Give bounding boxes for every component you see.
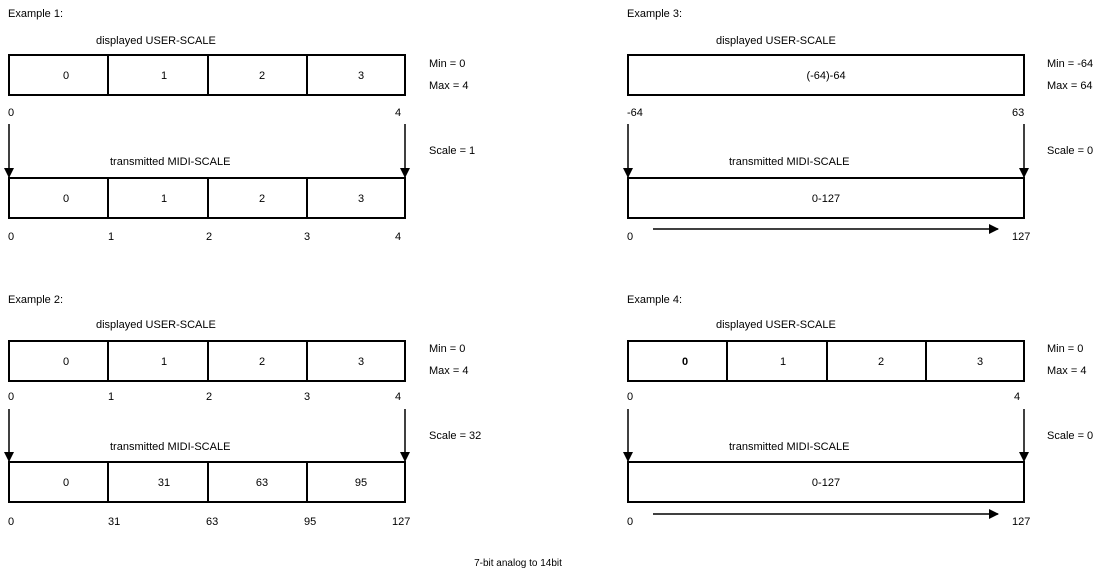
user-cell-label: 1: [779, 356, 787, 368]
cell-divider: [207, 342, 209, 380]
midi-cell-label: 31: [157, 477, 171, 489]
max-label: Max = 4: [429, 365, 469, 377]
midi-scale-box: 0 1 2 3: [8, 177, 406, 219]
footer-caption: 7-bit analog to 14bit: [474, 558, 562, 569]
scale-label: Scale = 32: [429, 430, 482, 442]
example-title: Example 2:: [8, 294, 64, 306]
user-tick-label: 1: [108, 391, 115, 403]
example-title: Example 1:: [8, 8, 64, 20]
example-title: Example 4:: [627, 294, 683, 306]
max-label: Max = 4: [429, 80, 469, 92]
user-scale-caption: displayed USER-SCALE: [716, 319, 836, 331]
user-cell-label: 3: [357, 70, 365, 82]
user-cell-label: 1: [160, 70, 168, 82]
user-scale-box: 0 1 2 3: [627, 340, 1025, 382]
midi-tick-label: 0: [8, 516, 15, 528]
midi-scale-caption: transmitted MIDI-SCALE: [110, 156, 231, 168]
min-label: Min = -64: [1047, 58, 1094, 70]
midi-range-label: 0-127: [811, 193, 841, 205]
user-tick-label: 4: [1014, 391, 1021, 403]
midi-tick-label: 0: [8, 231, 15, 243]
midi-scale-caption: transmitted MIDI-SCALE: [110, 441, 231, 453]
midi-scale-caption: transmitted MIDI-SCALE: [729, 156, 850, 168]
example-title: Example 3:: [627, 8, 683, 20]
midi-cell-label: 63: [255, 477, 269, 489]
user-tick-label: 63: [1012, 107, 1025, 119]
midi-tick-label: 127: [392, 516, 411, 528]
midi-cell-label: 2: [258, 193, 266, 205]
midi-tick-label: 3: [304, 231, 311, 243]
midi-tick-label: 4: [395, 231, 402, 243]
user-tick-label: 0: [8, 391, 15, 403]
cell-divider: [107, 463, 109, 501]
midi-tick-label: 2: [206, 231, 213, 243]
midi-tick-label: 1: [108, 231, 115, 243]
max-label: Max = 64: [1047, 80, 1093, 92]
cell-divider: [306, 56, 308, 94]
cell-divider: [107, 342, 109, 380]
midi-scale-box: 0-127: [627, 461, 1025, 503]
midi-cell-label: 3: [357, 193, 365, 205]
cell-divider: [726, 342, 728, 380]
cell-divider: [107, 179, 109, 217]
user-cell-label: 3: [357, 356, 365, 368]
scale-label: Scale = 0: [1047, 430, 1094, 442]
cell-divider: [207, 179, 209, 217]
user-cell-label: 2: [877, 356, 885, 368]
midi-tick-label: 31: [108, 516, 121, 528]
user-tick-label: -64: [627, 107, 643, 119]
user-scale-caption: displayed USER-SCALE: [96, 35, 216, 47]
scale-label: Scale = 1: [429, 145, 476, 157]
midi-tick-label: 0: [627, 516, 634, 528]
scale-label: Scale = 0: [1047, 145, 1094, 157]
user-scale-box: (-64)-64: [627, 54, 1025, 96]
user-scale-box: 0 1 2 3: [8, 54, 406, 96]
midi-tick-label: 95: [304, 516, 317, 528]
midi-cell-label: 0: [62, 477, 70, 489]
midi-scale-box: 0-127: [627, 177, 1025, 219]
user-cell-label: 3: [976, 356, 984, 368]
midi-tick-label: 0: [627, 231, 634, 243]
midi-tick-label: 63: [206, 516, 219, 528]
user-tick-label: 4: [395, 107, 402, 119]
cell-divider: [925, 342, 927, 380]
midi-cell-label: 1: [160, 193, 168, 205]
midi-range-label: 0-127: [811, 477, 841, 489]
cell-divider: [207, 463, 209, 501]
midi-cell-label: 0: [62, 193, 70, 205]
user-tick-label: 2: [206, 391, 213, 403]
user-tick-label: 4: [395, 391, 402, 403]
user-cell-label: 0: [681, 356, 689, 368]
max-label: Max = 4: [1047, 365, 1087, 377]
user-tick-label: 0: [8, 107, 15, 119]
user-cell-label: 0: [62, 356, 70, 368]
user-cell-label: 2: [258, 70, 266, 82]
midi-scale-caption: transmitted MIDI-SCALE: [729, 441, 850, 453]
cell-divider: [107, 56, 109, 94]
user-tick-label: 0: [627, 391, 634, 403]
user-scale-caption: displayed USER-SCALE: [96, 319, 216, 331]
midi-cell-label: 95: [354, 477, 368, 489]
user-range-label: (-64)-64: [806, 70, 846, 82]
min-label: Min = 0: [429, 343, 466, 355]
midi-tick-label: 127: [1012, 516, 1031, 528]
user-cell-label: 1: [160, 356, 168, 368]
user-cell-label: 2: [258, 356, 266, 368]
cell-divider: [826, 342, 828, 380]
user-cell-label: 0: [62, 70, 70, 82]
midi-tick-label: 127: [1012, 231, 1031, 243]
cell-divider: [306, 342, 308, 380]
cell-divider: [306, 179, 308, 217]
min-label: Min = 0: [429, 58, 466, 70]
cell-divider: [207, 56, 209, 94]
midi-scale-box: 0 31 63 95: [8, 461, 406, 503]
user-tick-label: 3: [304, 391, 311, 403]
user-scale-box: 0 1 2 3: [8, 340, 406, 382]
cell-divider: [306, 463, 308, 501]
user-scale-caption: displayed USER-SCALE: [716, 35, 836, 47]
min-label: Min = 0: [1047, 343, 1084, 355]
